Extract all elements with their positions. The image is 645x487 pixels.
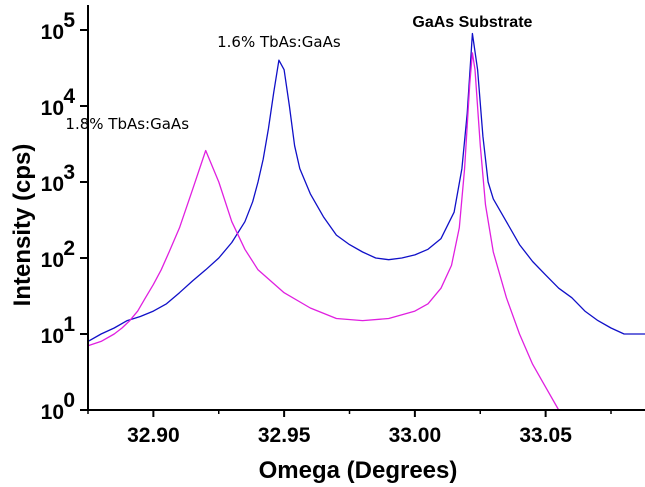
- x-tick-label: 33.05: [519, 424, 572, 447]
- x-tick-label: 32.90: [127, 424, 180, 447]
- x-axis-title: Omega (Degrees): [259, 457, 458, 484]
- annotations: 1.8% TbAs:GaAs 1.6% TbAs:GaAs GaAs Substra…: [65, 14, 532, 133]
- y-tick-label: 10: [41, 21, 64, 44]
- series-line-2: [87, 52, 560, 411]
- annotation-label: GaAs Substrate: [412, 14, 532, 31]
- y-tick-label: 10: [41, 401, 64, 424]
- y-tick-label: 10: [41, 97, 64, 120]
- y-axis-title: Intensity (cps): [9, 144, 36, 307]
- y-tick-exponent: 1: [63, 313, 75, 336]
- y-tick-label: 10: [41, 249, 64, 272]
- series-lines: [87, 32, 645, 411]
- y-tick-label: 10: [41, 173, 64, 196]
- y-tick-exponent: 2: [63, 237, 75, 260]
- annotation-label: 1.8% TbAs:GaAs: [65, 115, 189, 133]
- y-tick-exponent: 4: [63, 85, 75, 108]
- x-tick-label: 32.95: [258, 424, 311, 447]
- x-tick-label: 33.00: [389, 424, 442, 447]
- y-tick-exponent: 0: [63, 389, 75, 412]
- y-tick-exponent: 5: [63, 9, 75, 32]
- y-tick-exponent: 3: [63, 161, 75, 184]
- x-ticks: 32.90 32.95 33.00 33.05: [87, 410, 612, 447]
- axes: [87, 5, 645, 411]
- y-tick-label: 10: [41, 325, 64, 348]
- series-line-1: [87, 32, 645, 342]
- annotation-label: 1.6% TbAs:GaAs: [217, 33, 341, 51]
